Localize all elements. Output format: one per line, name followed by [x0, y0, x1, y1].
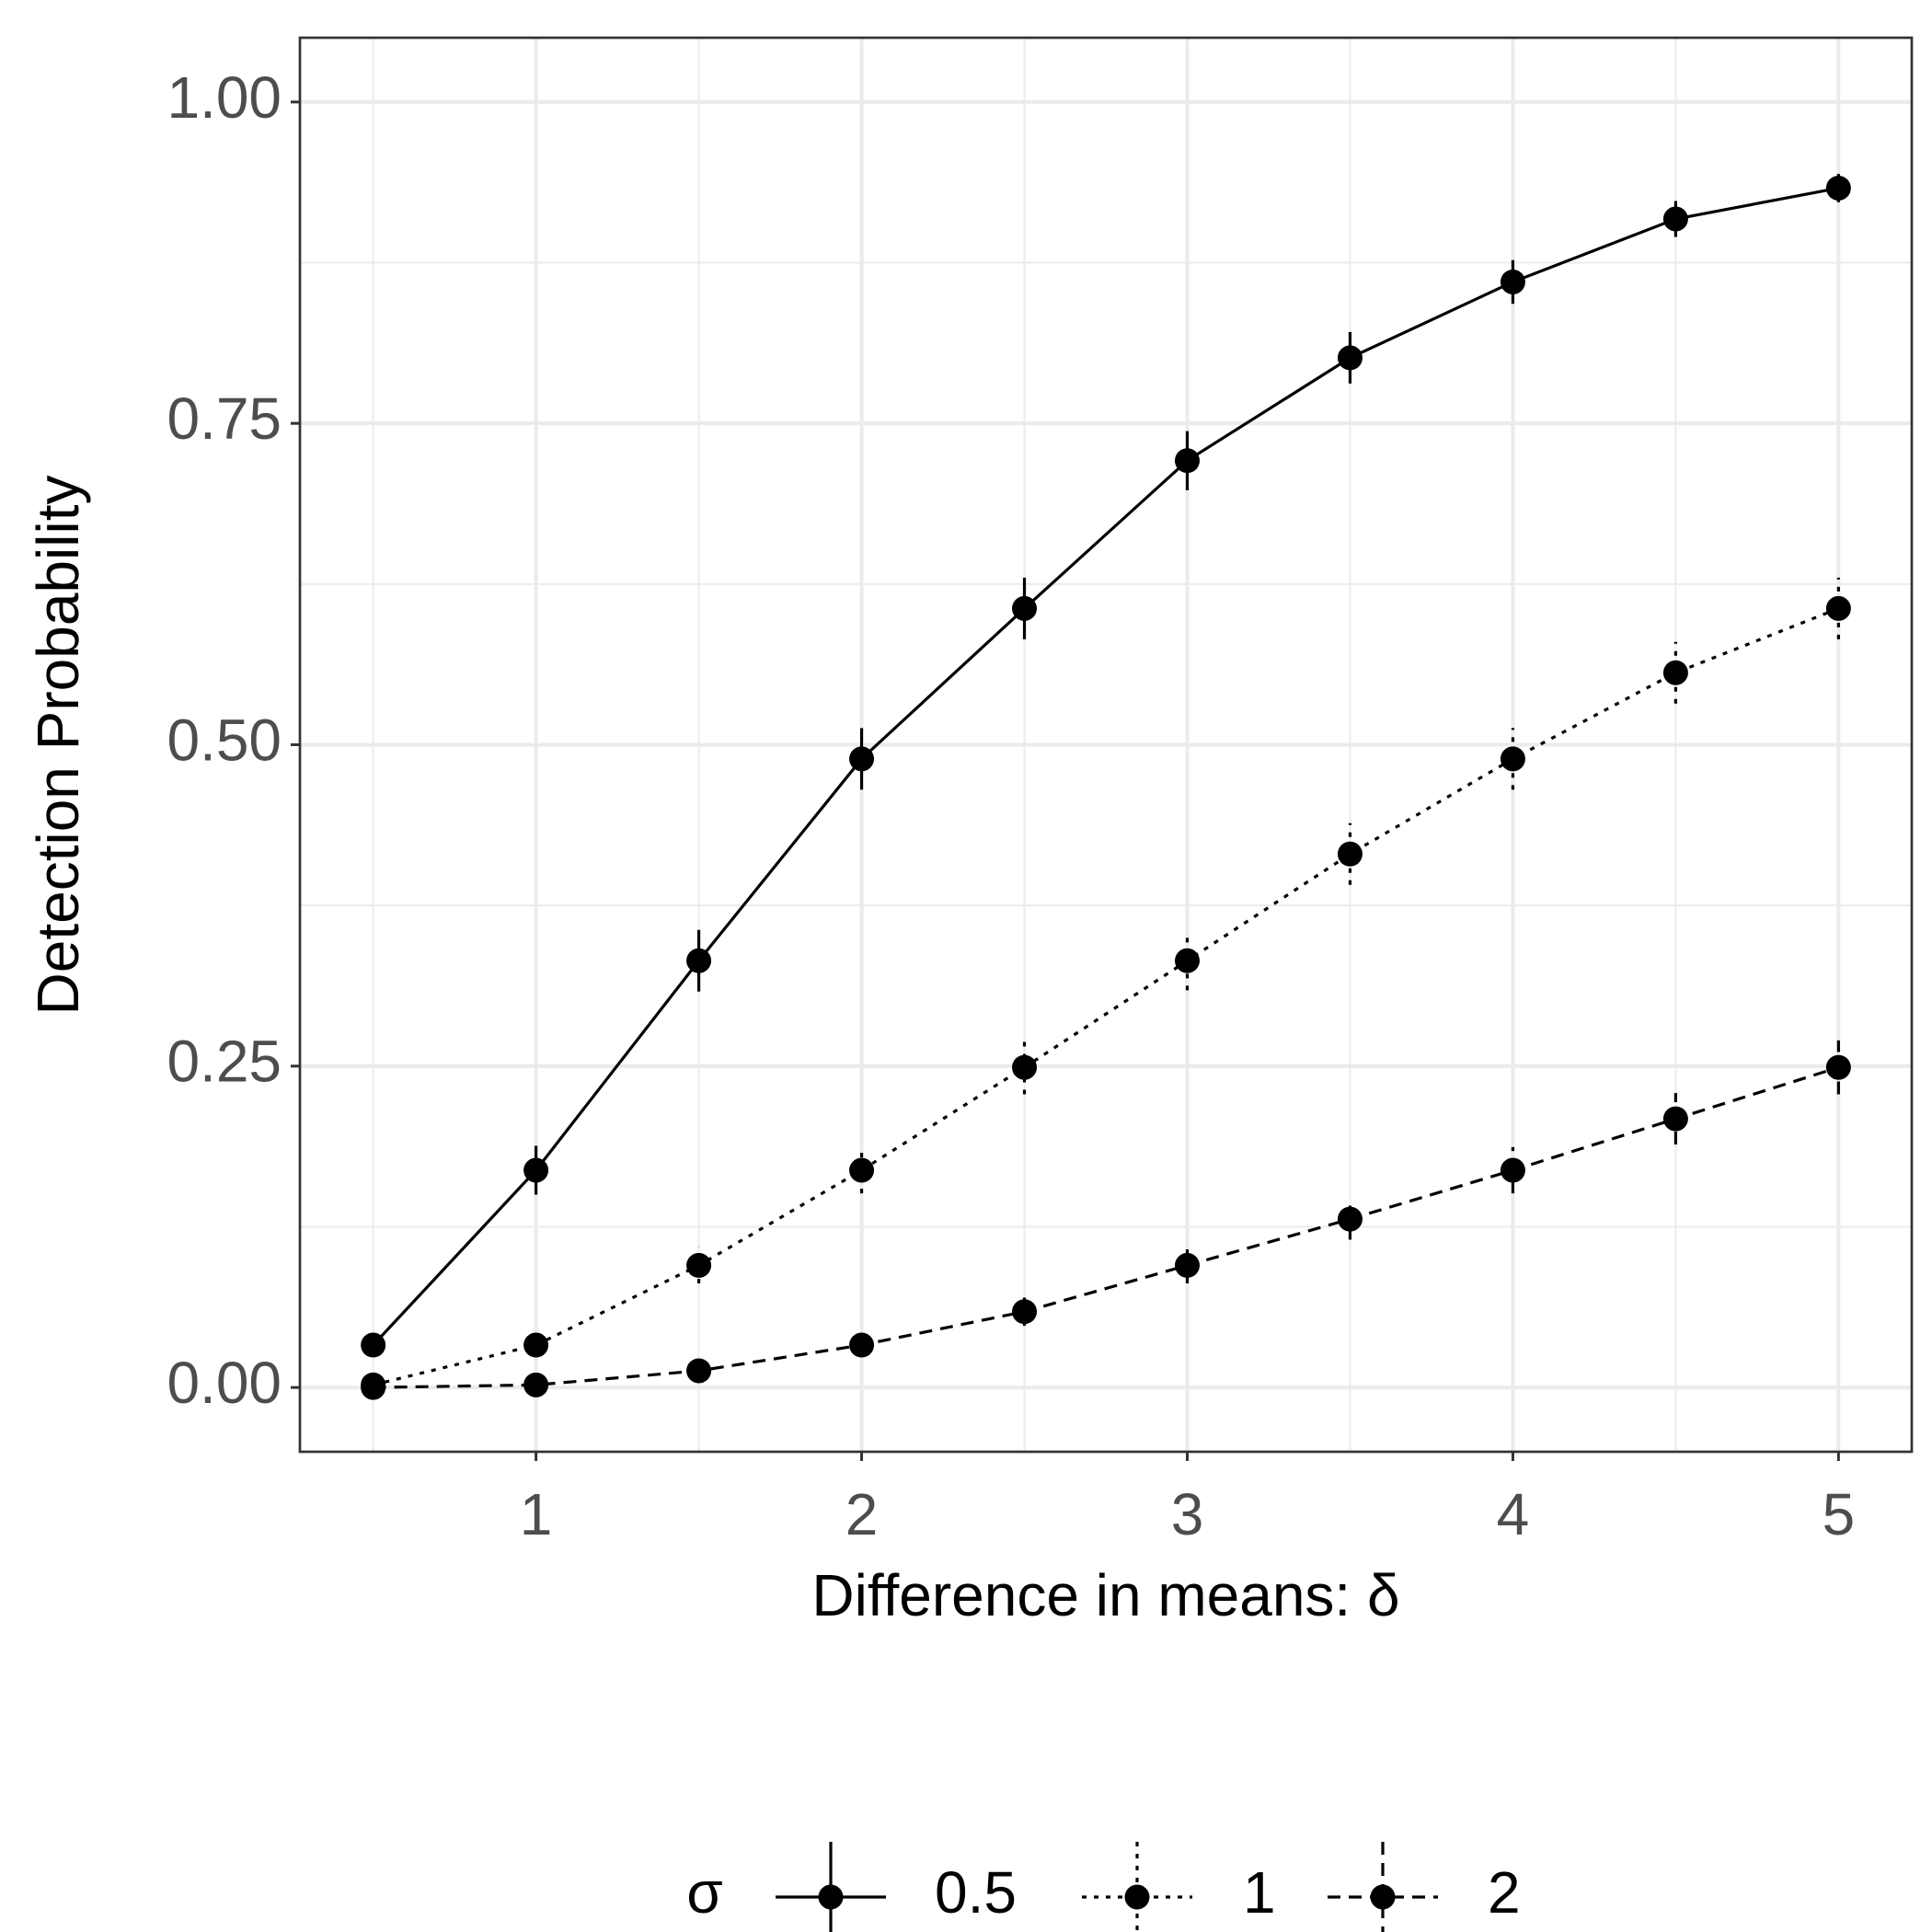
point — [1337, 1206, 1363, 1232]
series-line — [373, 1065, 1839, 1389]
point — [1825, 1054, 1851, 1080]
legend-title: σ — [686, 1859, 723, 1926]
point — [1500, 746, 1525, 772]
point — [361, 1332, 386, 1358]
point — [686, 1358, 712, 1384]
point — [1337, 345, 1363, 371]
panel-border — [298, 36, 1914, 1454]
y-tick-label: 0.50 — [167, 707, 282, 773]
point — [1662, 1106, 1688, 1132]
legend-label: 2 — [1488, 1859, 1521, 1926]
point — [1500, 269, 1525, 294]
point — [1174, 1252, 1200, 1278]
point — [686, 1252, 712, 1278]
x-axis-title: Difference in means: δ — [811, 1562, 1399, 1628]
point — [1500, 1157, 1525, 1183]
legend-label: 0.5 — [935, 1859, 1017, 1926]
y-axis-title: Detection Probability — [25, 476, 91, 1016]
point — [1012, 1054, 1038, 1080]
point — [1662, 206, 1688, 232]
series-line — [373, 606, 1839, 1386]
point — [523, 1157, 549, 1183]
point — [1825, 595, 1851, 621]
point — [523, 1332, 549, 1358]
point — [1012, 595, 1038, 621]
y-tick-label: 0.00 — [167, 1350, 282, 1416]
legend-key-point — [818, 1884, 844, 1910]
point — [1174, 948, 1200, 973]
x-tick-label: 1 — [520, 1481, 553, 1547]
point — [1174, 448, 1200, 474]
y-tick-label: 1.00 — [167, 64, 282, 131]
point — [1662, 660, 1688, 685]
point — [849, 1157, 875, 1183]
legend-key-point — [1370, 1884, 1396, 1910]
y-tick-label: 0.25 — [167, 1029, 282, 1095]
point — [849, 746, 875, 772]
x-tick-label: 2 — [845, 1481, 879, 1547]
y-tick-label: 0.75 — [167, 385, 282, 452]
x-tick-label: 3 — [1171, 1481, 1204, 1547]
series-line — [372, 186, 1839, 1347]
legend-label: 1 — [1243, 1859, 1276, 1926]
x-tick-label: 5 — [1823, 1481, 1856, 1547]
point — [1825, 175, 1851, 201]
point — [849, 1332, 875, 1358]
point — [1012, 1299, 1038, 1325]
legend-key-point — [1124, 1884, 1150, 1910]
point — [523, 1372, 549, 1397]
x-tick-label: 4 — [1497, 1481, 1530, 1547]
point — [361, 1374, 386, 1400]
point — [1337, 841, 1363, 867]
point — [686, 948, 712, 973]
